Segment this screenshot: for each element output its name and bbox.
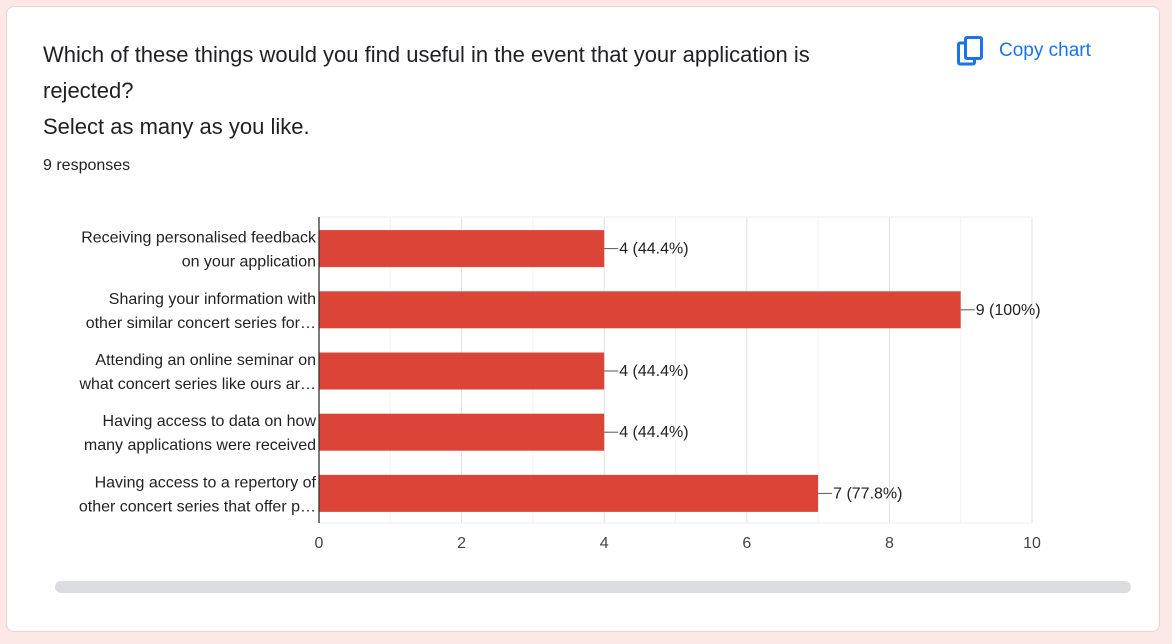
bar: [319, 474, 819, 512]
copy-chart-label: Copy chart: [999, 40, 1091, 61]
response-count: 9 responses: [43, 157, 131, 174]
question-line-1: Which of these things would you find use…: [43, 42, 810, 67]
bar: [319, 291, 961, 329]
category-label: other concert series that offer p…: [79, 498, 316, 515]
category-label: Receiving personalised feedback: [81, 230, 317, 247]
x-tick-label: 8: [885, 535, 894, 552]
category-label: many applications were received: [84, 437, 316, 454]
x-tick-label: 10: [1023, 535, 1041, 552]
x-tick-label: 2: [457, 535, 466, 552]
category-label: on your application: [182, 254, 316, 271]
question-line-2: rejected?: [43, 78, 134, 103]
category-label: Having access to a repertory of: [95, 474, 317, 491]
bar-chart: 0 2 4 6 8 10 4 (44.4%) Receiving personalised f…: [78, 216, 1041, 552]
value-label: 7 (77.8%): [833, 485, 902, 502]
category-label: what concert series like ours ar…: [78, 376, 316, 393]
copy-chart-button[interactable]: Copy chart: [957, 33, 1091, 69]
value-label: 4 (44.4%): [619, 424, 688, 441]
copy-icon: [957, 36, 983, 66]
value-label: 9 (100%): [976, 302, 1041, 319]
category-label: Attending an online seminar on: [95, 352, 316, 369]
chart-card: Which of these things would you find use…: [6, 6, 1160, 632]
category-label: Having access to data on how: [103, 413, 317, 430]
category-label: other similar concert series for…: [86, 315, 316, 332]
bar: [319, 413, 605, 451]
value-label: 4 (44.4%): [619, 363, 688, 380]
question-line-3: Select as many as you like.: [43, 114, 310, 139]
bar: [319, 230, 605, 268]
x-tick-label: 6: [742, 535, 751, 552]
question-title: Which of these things would you find use…: [43, 37, 923, 145]
x-tick-label: 0: [315, 535, 324, 552]
horizontal-scrollbar[interactable]: [55, 581, 1131, 593]
category-label: Sharing your information with: [109, 291, 316, 308]
bar: [319, 352, 605, 390]
value-label: 4 (44.4%): [619, 241, 688, 258]
x-tick-label: 4: [600, 535, 609, 552]
